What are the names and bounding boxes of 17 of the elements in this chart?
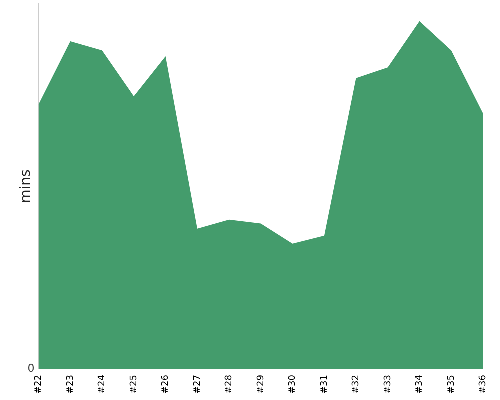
x-tick-label: #36 (478, 374, 489, 394)
annotation: 0 (28, 362, 35, 375)
x-tick-label: #31 (320, 375, 330, 394)
x-tick-label: #30 (288, 374, 298, 394)
x-tick-label: #33 (383, 375, 394, 394)
x-tick-label: #24 (98, 374, 108, 394)
x-tick-label: #35 (446, 375, 457, 394)
x-tick-label: #25 (129, 375, 140, 394)
x-tick-label: #32 (352, 375, 362, 394)
x-tick-label: #26 (161, 374, 172, 394)
x-tick-label: #23 (66, 375, 76, 394)
x-tick-label: #34 (415, 374, 426, 394)
x-tick-label: #27 (192, 375, 203, 394)
x-tick-label: #29 (256, 374, 266, 394)
y-axis-title: mins (18, 170, 34, 204)
x-tick-label: #22 (34, 375, 44, 394)
x-tick-label: #28 (224, 374, 235, 394)
